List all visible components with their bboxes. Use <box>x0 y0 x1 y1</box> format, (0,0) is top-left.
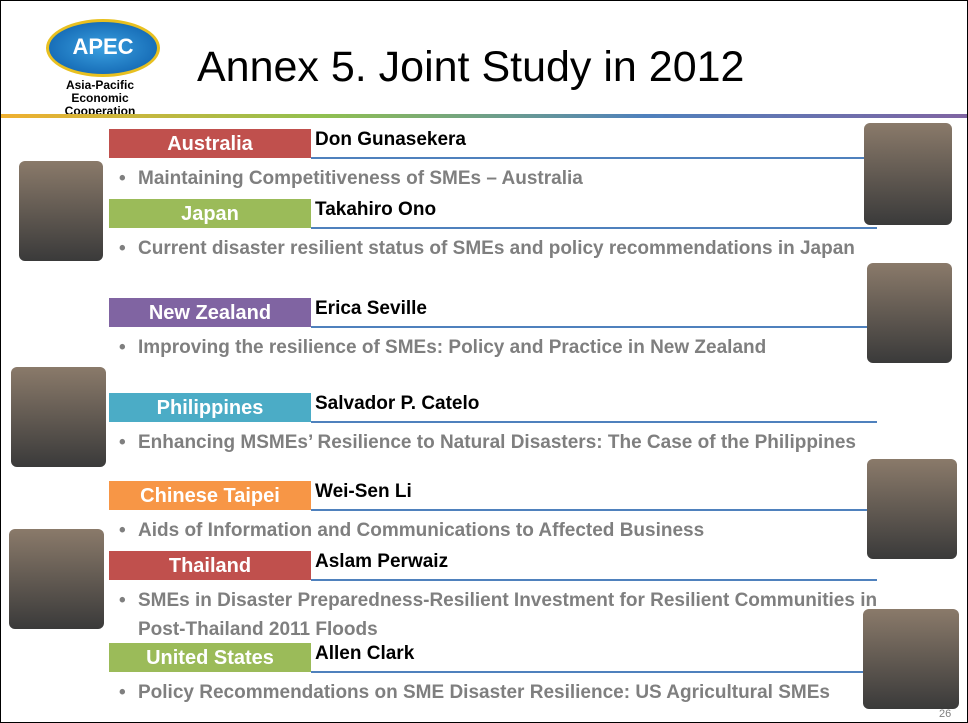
entry-rule <box>311 509 877 511</box>
economy-label: New Zealand <box>109 298 311 327</box>
author-name: Salvador P. Catelo <box>315 393 479 415</box>
topic-text: SMEs in Disaster Preparedness-Resilient … <box>119 586 890 644</box>
author-name: Aslam Perwaiz <box>315 551 448 573</box>
author-name: Erica Seville <box>315 298 427 320</box>
topic-text: Policy Recommendations on SME Disaster R… <box>119 678 890 707</box>
author-name: Takahiro Ono <box>315 199 436 221</box>
topic-text: Maintaining Competitiveness of SMEs – Au… <box>119 164 890 193</box>
author-photo <box>867 263 952 363</box>
entry-rule <box>311 579 877 581</box>
logo: APEC <box>46 19 160 77</box>
economy-label: Australia <box>109 129 311 158</box>
author-photo <box>9 529 104 629</box>
page-number: 26 <box>939 708 951 720</box>
entry-rule <box>311 227 877 229</box>
economy-label: United States <box>109 643 311 672</box>
author-photo <box>863 609 959 709</box>
topic-text: Improving the resilience of SMEs: Policy… <box>119 333 890 362</box>
topic-text: Current disaster resilient status of SME… <box>119 234 890 263</box>
entry-rule <box>311 326 877 328</box>
author-photo <box>864 123 952 225</box>
author-photo <box>19 161 103 261</box>
author-name: Allen Clark <box>315 643 414 665</box>
author-name: Wei-Sen Li <box>315 481 412 503</box>
slide: APEC Asia-Pacific Economic Cooperation A… <box>0 0 968 723</box>
title: Annex 5. Joint Study in 2012 <box>197 43 744 92</box>
author-name: Don Gunasekera <box>315 129 466 151</box>
topic-text: Aids of Information and Communications t… <box>119 516 890 545</box>
topic-text: Enhancing MSMEs’ Resilience to Natural D… <box>119 428 890 457</box>
entry-rule <box>311 671 877 673</box>
author-photo <box>11 367 106 467</box>
economy-label: Thailand <box>109 551 311 580</box>
entry-rule <box>311 157 877 159</box>
header-rule <box>1 114 967 118</box>
economy-label: Japan <box>109 199 311 228</box>
economy-label: Chinese Taipei <box>109 481 311 510</box>
author-photo <box>867 459 957 559</box>
logo-caption: Asia-Pacific Economic Cooperation <box>35 79 165 118</box>
entry-rule <box>311 421 877 423</box>
economy-label: Philippines <box>109 393 311 422</box>
